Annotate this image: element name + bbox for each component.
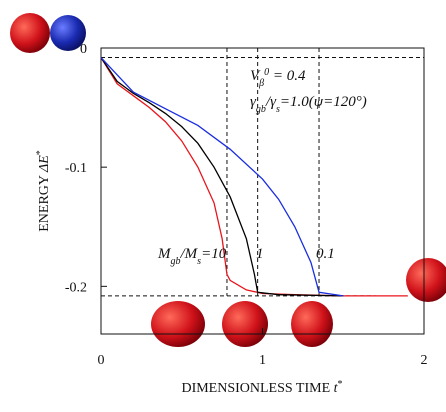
text-part: = 0.4 [269, 68, 306, 84]
superscript: * [338, 379, 343, 390]
text-part: 1 [256, 246, 264, 262]
x-tick-label: 1 [259, 353, 266, 368]
superscript: * [35, 150, 46, 155]
subscript: s [197, 256, 201, 267]
particles [10, 13, 446, 347]
subscript: s [276, 104, 280, 115]
text-part: t [334, 381, 339, 396]
rich-text: DIMENSIONLESS TIME t* [181, 379, 342, 397]
series-line [100, 57, 344, 297]
text-part: DIMENSIONLESS TIME [181, 381, 333, 396]
text-part: 0.1 [316, 246, 335, 262]
y-tick-label: -0.2 [65, 280, 87, 295]
y-tick-label: 0 [80, 42, 87, 57]
rich-text: 0.1 [316, 246, 335, 262]
text-part: /M [180, 246, 199, 262]
text-part: M [157, 246, 172, 262]
text-part: ΔE [37, 155, 52, 173]
x-tick-label: 0 [98, 353, 105, 368]
superscript: 0 [264, 67, 269, 78]
subscript: β [258, 78, 264, 89]
text-part: =10 [201, 246, 227, 262]
y-tick-label: -0.1 [65, 161, 87, 176]
text-part: =1.0(ψ=120°) [280, 94, 367, 110]
series-line [100, 57, 344, 297]
rich-text: γgb/γs=1.0(ψ=120°) [250, 94, 367, 115]
rich-text: Mgb/Ms=10 [157, 246, 227, 267]
plot-frame [100, 47, 425, 335]
subscript: gb [256, 104, 266, 115]
text-part: ENERGY [37, 172, 52, 232]
x-tick-label: 2 [421, 353, 428, 368]
rich-text: Vβ0 = 0.4 [250, 67, 306, 89]
subscript: gb [171, 256, 181, 267]
rich-text: 1 [256, 246, 264, 262]
text-part: V [250, 68, 261, 84]
text-part: γ [250, 94, 257, 110]
text-part: /γ [265, 94, 277, 110]
rich-text: ENERGY ΔE* [35, 150, 53, 232]
